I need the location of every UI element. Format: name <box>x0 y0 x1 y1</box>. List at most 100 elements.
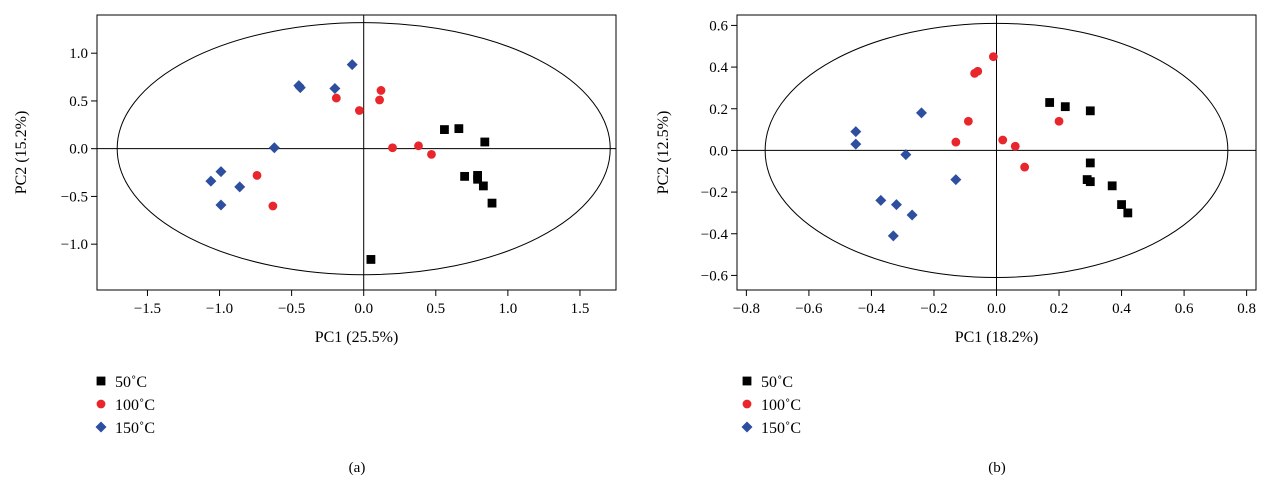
x-tick-label: −0.4 <box>858 301 886 317</box>
data-point <box>294 82 306 94</box>
series-150c <box>205 59 358 211</box>
legend-label-150c: 150˚C <box>115 420 155 437</box>
data-point <box>1060 102 1070 112</box>
x-tick-label: 0.5 <box>426 301 445 317</box>
data-point <box>988 52 998 62</box>
data-point <box>1010 141 1020 151</box>
x-tick-label: 0.0 <box>354 301 373 317</box>
x-tick-label: −0.2 <box>920 301 947 317</box>
data-point <box>998 135 1008 145</box>
data-point <box>1085 106 1095 116</box>
y-axis-label: PC2 (12.5%) <box>655 111 672 195</box>
panel-a: PC1 (25.5%) PC2 (15.2%) (a) 50˚C 100˚C 1… <box>13 14 617 476</box>
legend-label-100c: 100˚C <box>761 397 801 414</box>
x-axis-label: PC1 (18.2%) <box>955 329 1039 346</box>
x-tick-label: 0.8 <box>1237 301 1256 317</box>
x-tick-label: 0.2 <box>1050 301 1069 317</box>
data-point <box>268 201 278 211</box>
data-point <box>1045 98 1055 107</box>
confidence-ellipse <box>764 22 1229 279</box>
legend-marker <box>742 399 752 409</box>
data-point <box>215 166 227 178</box>
data-point <box>268 142 280 154</box>
y-tick-label: 0.5 <box>69 94 88 110</box>
y-tick-label: −1.0 <box>61 237 88 253</box>
panel-label: (b) <box>988 460 1006 476</box>
x-tick-label: 0.0 <box>987 301 1006 317</box>
y-tick-label: 0.0 <box>69 142 88 158</box>
y-tick-label: −0.6 <box>701 268 729 284</box>
x-tick-label: 1.0 <box>499 301 518 317</box>
data-point <box>440 125 449 134</box>
x-tick-label: −0.6 <box>795 301 823 317</box>
data-point <box>234 181 246 193</box>
y-tick-label: 0.6 <box>709 18 728 34</box>
data-point <box>478 181 488 191</box>
data-point <box>950 174 962 186</box>
data-point <box>376 86 386 95</box>
data-point <box>388 143 397 153</box>
series-100c <box>252 86 436 211</box>
y-axis-label: PC2 (15.2%) <box>13 111 30 195</box>
x-tick-label: −0.5 <box>278 301 305 317</box>
data-point <box>850 126 862 138</box>
panel-b: PC1 (18.2%) PC2 (12.5%) (b) 50˚C 100˚C 1… <box>655 14 1257 476</box>
data-point <box>454 124 464 134</box>
data-point <box>331 93 341 103</box>
data-point <box>252 171 262 180</box>
data-point <box>375 95 384 105</box>
data-point <box>427 150 436 159</box>
data-point <box>1117 200 1126 209</box>
series-50c <box>366 124 497 264</box>
data-point <box>963 116 973 126</box>
data-point <box>970 68 980 78</box>
series-150c <box>850 107 962 242</box>
y-tick-label: 0.4 <box>709 60 728 76</box>
plot-frame <box>96 14 617 291</box>
legend-label-100c: 100˚C <box>115 397 155 414</box>
data-point <box>354 106 364 115</box>
y-tick-label: 0.0 <box>709 143 728 159</box>
data-point <box>215 199 227 211</box>
data-point <box>329 83 341 95</box>
data-point <box>460 171 470 181</box>
x-tick-label: 0.6 <box>1175 301 1194 317</box>
data-point <box>487 198 497 208</box>
data-point <box>1123 208 1133 218</box>
data-point <box>366 255 376 264</box>
data-point <box>1054 116 1064 126</box>
series-50c <box>1045 98 1133 218</box>
data-point <box>1020 162 1030 172</box>
x-tick-label: 1.5 <box>571 301 590 317</box>
y-tick-label: 1.0 <box>69 46 88 62</box>
series-100c <box>951 52 1064 172</box>
data-point <box>850 138 862 150</box>
y-tick-label: 0.2 <box>709 102 728 118</box>
data-point <box>906 209 918 221</box>
data-point <box>480 137 490 147</box>
legend-marker <box>742 376 752 386</box>
confidence-ellipse <box>116 22 611 276</box>
data-point <box>1085 177 1095 187</box>
x-tick-label: −1.5 <box>134 301 161 317</box>
data-point <box>1085 158 1095 168</box>
x-tick-label: 0.4 <box>1112 301 1131 317</box>
legend-marker <box>96 399 106 409</box>
legend-marker <box>95 421 107 433</box>
data-point <box>900 149 912 161</box>
x-tick-label: −1.0 <box>206 301 233 317</box>
legend-marker <box>741 421 753 433</box>
data-point <box>346 59 358 71</box>
legend-marker <box>96 376 106 386</box>
data-point <box>890 199 902 211</box>
y-tick-label: −0.4 <box>701 227 729 243</box>
data-point <box>875 194 887 206</box>
legend-label-150c: 150˚C <box>761 420 801 437</box>
y-tick-label: −0.5 <box>61 189 88 205</box>
data-point <box>414 141 423 151</box>
data-point <box>205 175 217 187</box>
y-tick-label: −0.2 <box>701 185 728 201</box>
data-point <box>1107 181 1117 191</box>
data-point <box>887 230 899 242</box>
